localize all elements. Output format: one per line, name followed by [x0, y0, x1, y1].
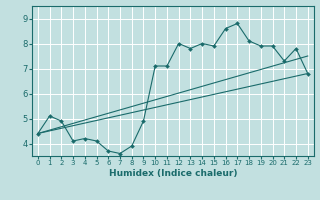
X-axis label: Humidex (Indice chaleur): Humidex (Indice chaleur) [108, 169, 237, 178]
